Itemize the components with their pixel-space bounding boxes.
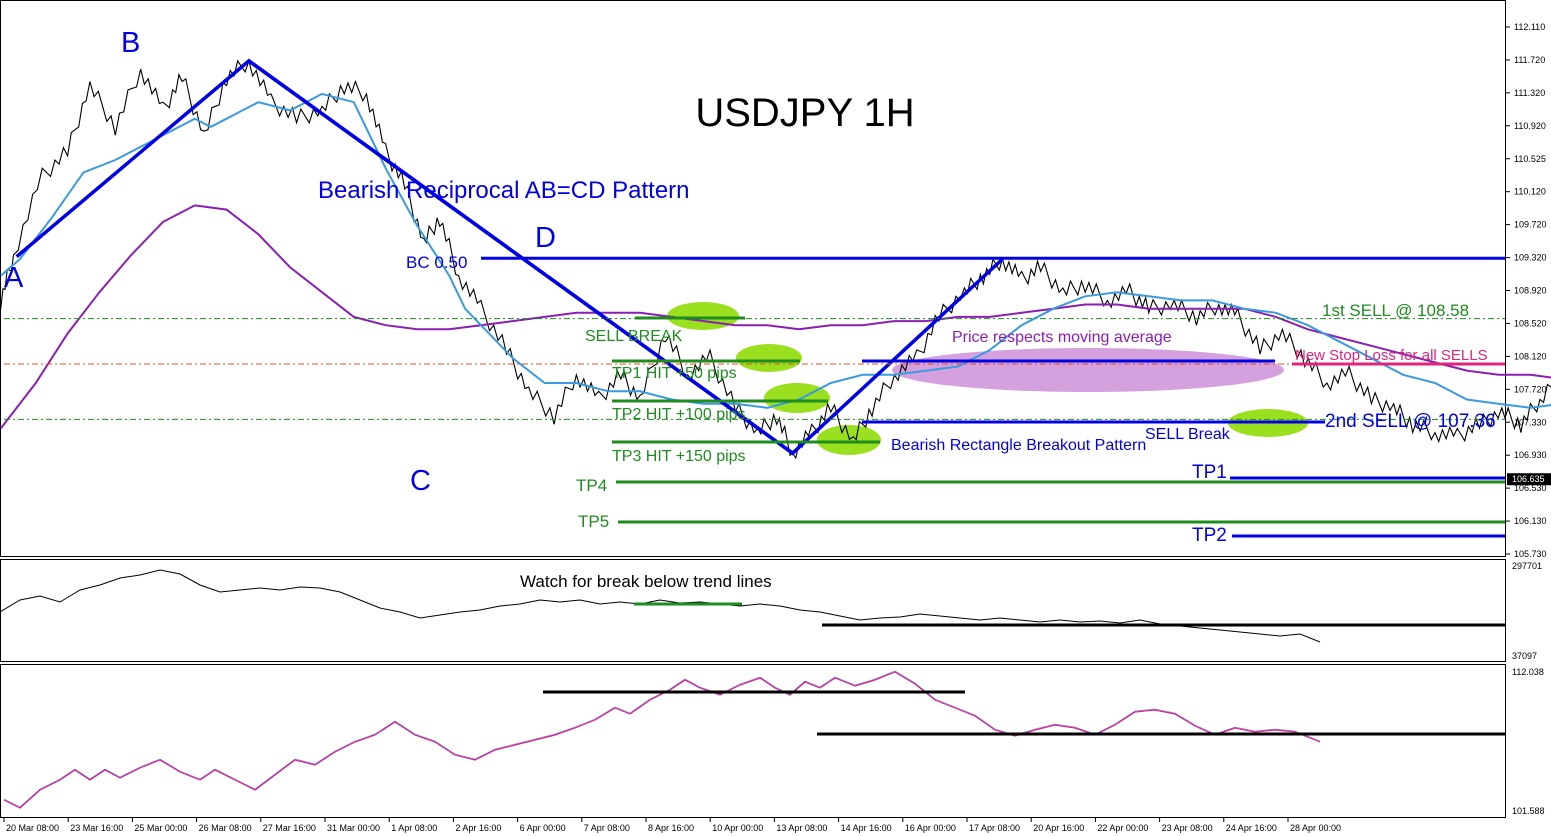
y-tick-label: 111.320 (1514, 88, 1545, 98)
indicator-line-blue (3, 670, 1321, 808)
pattern-point-c-label: C (410, 465, 431, 497)
second-sell-label: 2nd SELL @ 107.36 (1325, 411, 1496, 432)
x-tick-label: 26 Mar 08:00 (199, 823, 252, 833)
x-tick-label: 27 Mar 16:00 (263, 823, 316, 833)
x-tick-label: 7 Apr 08:00 (584, 823, 630, 833)
y-tick-label: 107.720 (1514, 384, 1547, 394)
y-tick-label: 110.120 (1514, 187, 1546, 197)
y-tick-label: 111.720 (1514, 55, 1545, 65)
y-tick-label: 112.110 (1514, 22, 1545, 32)
indicator-line-pink (3, 671, 1321, 809)
price-line (0, 58, 1551, 460)
x-tick-label: 22 Apr 00:00 (1097, 823, 1148, 833)
volume-line (0, 569, 1321, 643)
x-tick-label: 28 Apr 00:00 (1290, 823, 1341, 833)
sell-break-2-label: SELL Break (1145, 426, 1231, 443)
sell-zone-highlight (667, 302, 739, 330)
tp2-hit-label: TP2 HIT +100 pips (612, 406, 746, 423)
y-tick-label: 109.320 (1514, 253, 1547, 263)
tp1-hit-label: TP1 HIT +50 pips (612, 365, 737, 382)
indicator-tick-label: 112.038 (1512, 667, 1544, 677)
sell-zone-highlight (736, 344, 802, 372)
first-sell-label: 1st SELL @ 108.58 (1322, 301, 1469, 320)
pattern-subtitle: Bearish Reciprocal AB=CD Pattern (318, 177, 690, 204)
y-tick-label: 108.520 (1514, 318, 1547, 328)
y-tick-label: 108.120 (1514, 351, 1547, 361)
indicator-tick-label: 101.588 (1512, 806, 1545, 816)
x-tick-label: 8 Apr 16:00 (648, 823, 694, 833)
x-tick-label: 2 Apr 16:00 (455, 823, 501, 833)
x-tick-label: 6 Apr 00:00 (520, 823, 566, 833)
ma-respect-highlight (892, 348, 1284, 392)
pattern-point-a-label: A (4, 262, 24, 294)
y-tick-label: 108.920 (1514, 286, 1547, 296)
x-tick-label: 31 Mar 00:00 (327, 823, 380, 833)
bc-label: BC 0.50 (406, 253, 467, 272)
y-tick-label: 106.530 (1514, 483, 1547, 493)
tp1-label: TP1 (1192, 462, 1227, 483)
chart-title: USDJPY 1H (695, 91, 914, 135)
current-price-box (1507, 473, 1551, 486)
volume-tick-label: 37097 (1512, 651, 1537, 661)
y-tick-label: 106.930 (1514, 450, 1547, 460)
x-tick-label: 25 Mar 00:00 (134, 823, 187, 833)
ma-fast-line (0, 92, 1551, 409)
x-tick-label: 14 Apr 16:00 (841, 823, 892, 833)
x-tick-label: 24 Apr 16:00 (1226, 823, 1277, 833)
ma-note-label: Price respects moving average (952, 329, 1172, 346)
y-tick-label: 107.330 (1514, 417, 1547, 427)
y-tick-label: 106.130 (1514, 516, 1547, 526)
y-tick-label: 105.730 (1514, 549, 1547, 559)
current-price-label: 106.635 (1512, 474, 1545, 484)
x-tick-label: 10 Apr 00:00 (712, 823, 763, 833)
x-tick-label: 23 Mar 16:00 (70, 823, 123, 833)
sell-zone-highlight (764, 383, 830, 413)
main-panel-frame (0, 0, 1506, 557)
tp4-label: TP4 (576, 476, 607, 495)
y-tick-label: 110.920 (1514, 121, 1546, 131)
x-tick-label: 17 Apr 08:00 (969, 823, 1020, 833)
volume-panel-frame (0, 559, 1506, 662)
y-tick-label: 109.720 (1514, 220, 1547, 230)
y-tick-label: 110.525 (1514, 154, 1546, 164)
pattern-point-d-label: D (535, 222, 556, 254)
x-tick-label: 20 Apr 16:00 (1033, 823, 1084, 833)
volume-note-label: Watch for break below trend lines (520, 572, 772, 591)
stop-loss-label: New Stop Loss for all SELLS (1295, 347, 1488, 364)
x-tick-label: 16 Apr 00:00 (905, 823, 956, 833)
x-tick-label: 20 Mar 08:00 (6, 823, 59, 833)
tp5-label: TP5 (578, 512, 609, 531)
pattern-point-b-label: B (121, 27, 140, 59)
ma-slow-line (0, 204, 1551, 430)
x-tick-label: 1 Apr 08:00 (391, 823, 437, 833)
sell-break-label: SELL BREAK (585, 328, 683, 345)
volume-tick-label: 297701 (1512, 561, 1542, 571)
tp2-label: TP2 (1192, 525, 1227, 546)
x-tick-label: 23 Apr 08:00 (1162, 823, 1213, 833)
indicator-panel-frame (0, 664, 1506, 818)
tp3-hit-label: TP3 HIT +150 pips (612, 448, 746, 465)
x-tick-label: 13 Apr 08:00 (776, 823, 827, 833)
rectangle-pattern-label: Bearish Rectangle Breakout Pattern (891, 437, 1146, 454)
